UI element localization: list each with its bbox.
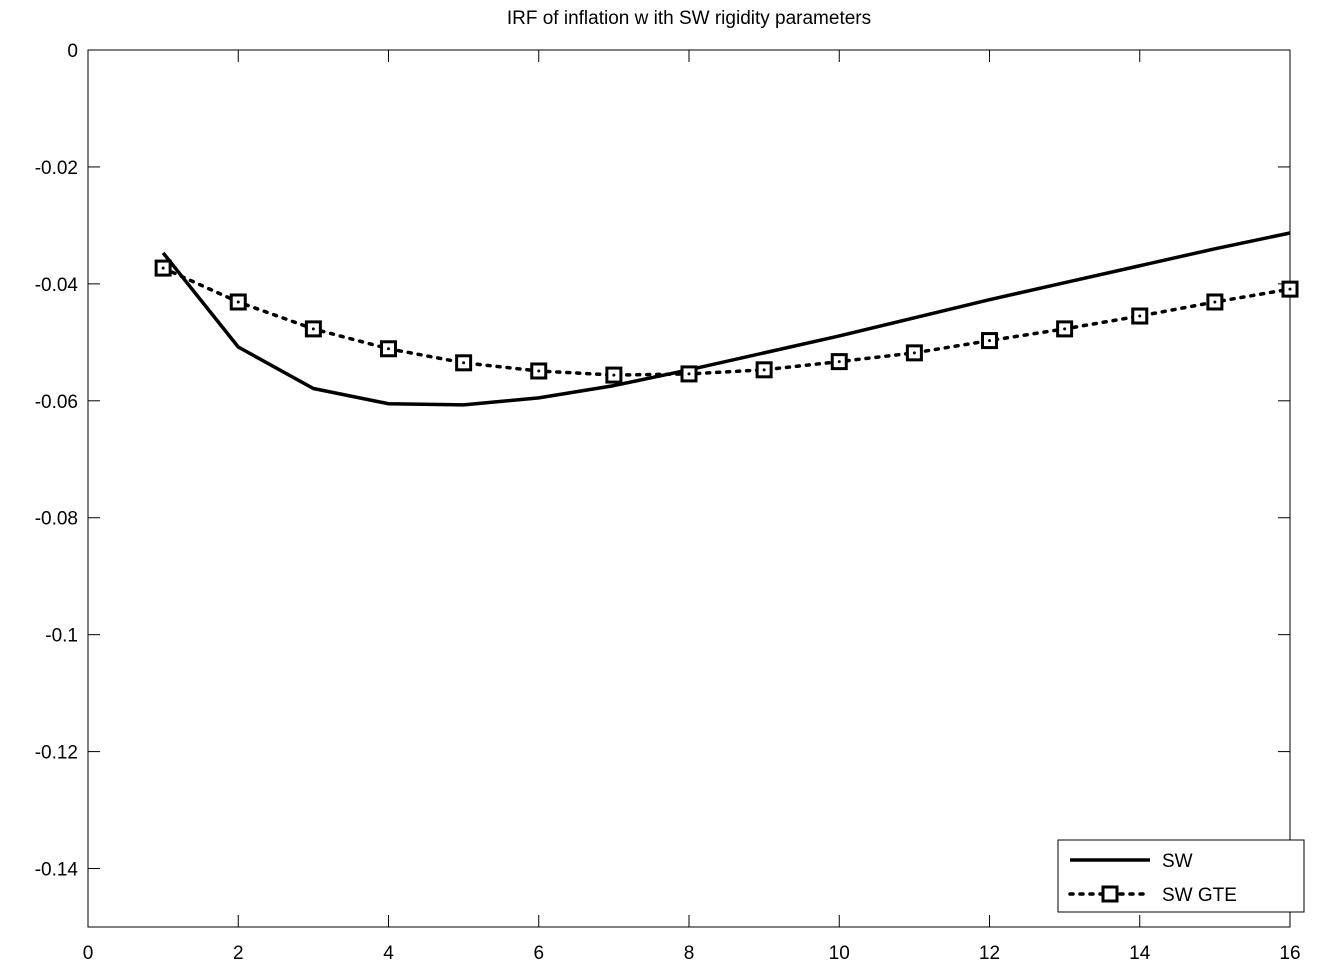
marker [154,259,172,277]
marker [1056,320,1074,338]
x-tick-label: 8 [684,943,695,964]
series-line [161,266,1292,377]
marker-dot [912,351,916,355]
series [161,231,1291,407]
marker [1131,307,1149,325]
marker [304,320,322,338]
legend: SW SW GTE [1057,839,1305,913]
x-tick-label: 10 [829,943,850,964]
marker [455,354,473,372]
series-line [161,231,1291,407]
marker [905,344,923,362]
y-tick-label: -0.14 [35,860,79,881]
legend-label: SW GTE [1162,885,1237,906]
x-tick-label: 16 [1279,943,1300,964]
chart-title: IRF of inflation w ith SW rigidity param… [507,8,871,29]
marker [229,293,247,311]
series [154,259,1299,384]
marker-dot [687,372,691,376]
marker-dot [1213,300,1217,304]
marker [1281,280,1299,298]
x-tick-label: 6 [533,943,544,964]
marker-dot [236,300,240,304]
y-tick-label: -0.06 [35,392,78,413]
marker-dot [988,339,991,343]
marker-dot [1063,327,1067,331]
y-tick-label: 0 [67,41,78,62]
marker-dot [837,360,841,364]
marker-dot [462,361,466,365]
marker-square [1101,885,1119,903]
y-tick-label: -0.08 [35,509,78,530]
y-tick-label: -0.1 [45,626,78,647]
marker [530,362,548,380]
marker-dot [537,369,541,373]
y-tick-label: -0.02 [35,158,78,179]
marker-dot [612,373,616,377]
y-tick-label: -0.04 [35,275,79,296]
x-tick-label: 12 [979,943,1000,964]
legend-label: SW [1162,851,1193,872]
marker-dot [161,266,165,270]
marker [605,366,623,384]
legend-marker [1101,885,1119,903]
marker-dot [1138,314,1142,318]
marker [1206,293,1224,311]
marker-dot [1288,287,1292,291]
x-tick-label: 14 [1129,943,1151,964]
marker [755,361,773,379]
marker [981,332,998,350]
x-tick-label: 0 [83,943,94,964]
marker-dot [311,327,315,331]
marker [680,365,698,383]
plot-area [87,49,1291,928]
x-tick-label: 2 [233,943,244,964]
marker [380,340,397,358]
y-tick-label: -0.12 [35,743,78,764]
marker [830,353,848,371]
marker-dot [762,368,766,372]
marker-dot [387,347,390,351]
legend-box [1057,839,1305,913]
x-tick-label: 4 [383,943,394,964]
